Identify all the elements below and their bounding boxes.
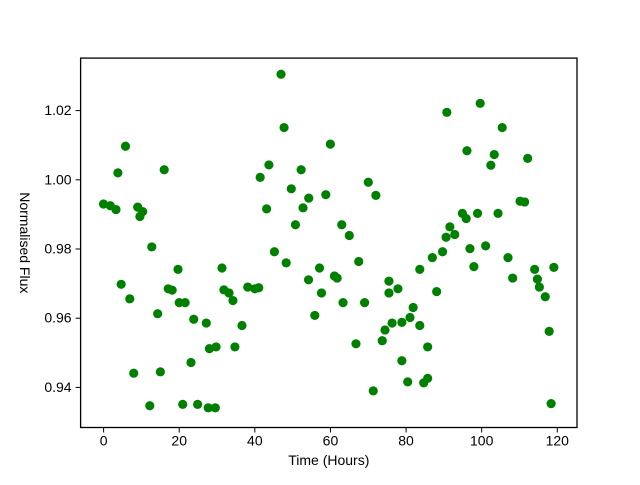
svg-text:0.94: 0.94 [44,379,71,395]
svg-text:Time (Hours): Time (Hours) [288,452,369,468]
svg-text:1.00: 1.00 [44,171,71,187]
svg-text:80: 80 [398,433,414,449]
svg-text:40: 40 [247,433,263,449]
svg-text:60: 60 [323,433,339,449]
svg-text:0.98: 0.98 [44,241,71,257]
svg-text:Normalised Flux: Normalised Flux [17,192,33,293]
svg-text:100: 100 [470,433,494,449]
svg-text:0: 0 [100,433,108,449]
svg-text:0.96: 0.96 [44,310,71,326]
svg-text:120: 120 [546,433,570,449]
svg-text:1.02: 1.02 [44,102,71,118]
svg-text:20: 20 [171,433,187,449]
